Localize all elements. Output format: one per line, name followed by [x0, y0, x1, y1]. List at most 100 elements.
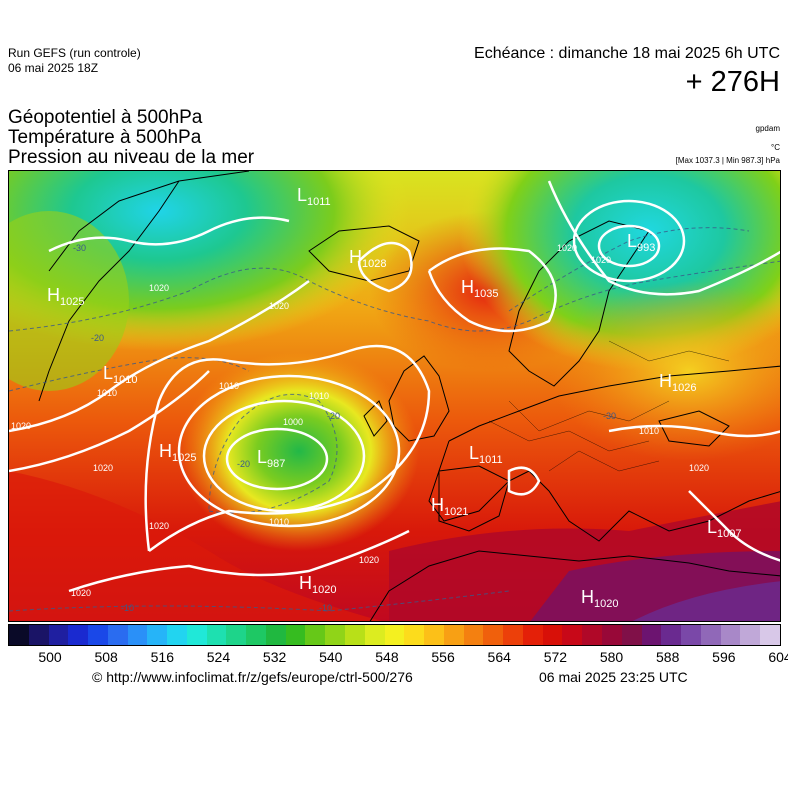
colorbar-cell	[483, 625, 504, 645]
isobar-label: 1020	[591, 255, 611, 265]
colorbar-cell	[601, 625, 622, 645]
colorbar-cell	[186, 625, 207, 645]
isobar-label: 1020	[149, 283, 169, 293]
colorbar-tick-label: 604	[768, 649, 788, 665]
credit-time: 06 mai 2025 23:25 UTC	[539, 669, 688, 685]
pressure-centre-L-1010: L1010	[103, 363, 138, 386]
isotherm-label: -20	[327, 411, 340, 421]
pressure-centre-H-1020: H1020	[581, 587, 618, 610]
colorbar-cell	[364, 625, 385, 645]
colorbar-cell	[463, 625, 484, 645]
colorbar-cell	[562, 625, 583, 645]
colorbar-cell	[265, 625, 286, 645]
pressure-minmax: [Max 1037.3 | Min 987.3] hPa	[675, 156, 780, 165]
isotherm-label: -20	[237, 459, 250, 469]
colorbar-cell	[681, 625, 701, 645]
colorbar-cell	[621, 625, 642, 645]
colorbar-tick-label: 508	[94, 649, 118, 665]
colorbar-cell	[720, 625, 741, 645]
run-name: Run GEFS (run controle)	[8, 46, 141, 60]
colorbar-tick-label: 540	[319, 649, 343, 665]
isobar-label: 1020	[359, 555, 379, 565]
colorbar-tick-label: 548	[375, 649, 399, 665]
isotherm-label: -30	[603, 411, 616, 421]
colorbar-tick-label: 500	[38, 649, 62, 665]
pressure-centre-H-1021: H1021	[431, 495, 468, 518]
unit-geopotential: gpdam	[755, 124, 780, 133]
credit-url: © http://www.infoclimat.fr/z/gefs/europe…	[92, 669, 413, 685]
colorbar-tick-label: 532	[262, 649, 287, 665]
colorbar-cell	[167, 625, 187, 645]
pressure-centre-H-1026: H1026	[659, 371, 696, 394]
colorbar-labels: 500 508 516 524 532 540 548 556 564 572 580 588 596 6…	[8, 649, 788, 665]
run-date: 06 mai 2025 18Z	[8, 61, 99, 75]
colorbar-tick-label: 564	[487, 649, 511, 665]
weather-map: L1011 H1025 H1028 H1035 L993 L1010 H1026 H1025 L…	[8, 170, 781, 622]
isobar-label: 1020	[557, 243, 577, 253]
colorbar-tick-label: 596	[712, 649, 736, 665]
isobar-label: 1020	[93, 463, 113, 473]
colorbar-cell	[443, 625, 464, 645]
pressure-centre-L-1011: L1011	[297, 185, 331, 208]
colorbar-cell	[68, 625, 89, 645]
isobar-label: 1010	[219, 381, 239, 391]
lead-time: + 276H	[685, 66, 780, 98]
isobar-label: 1020	[11, 421, 31, 431]
colorbar-cell	[206, 625, 227, 645]
colorbar-cell	[641, 625, 662, 645]
colorbar-cell	[424, 625, 444, 645]
pressure-centre-H-1025: H1025	[159, 441, 196, 464]
isobar-label: 1010	[309, 391, 329, 401]
unit-temperature: °C	[771, 143, 780, 152]
pressure-centre-H-1025: H1025	[47, 285, 84, 308]
isotherm-label: -10	[319, 603, 332, 613]
isobar-label: 1010	[97, 388, 117, 398]
valid-time: Echéance : dimanche 18 mai 2025 6h UTC	[474, 45, 780, 62]
colorbar-tick-label: 516	[150, 649, 174, 665]
isobar-label: 1020	[71, 588, 91, 598]
pressure-centre-H-1020: H1020	[299, 573, 336, 596]
colorbar-cell	[246, 625, 266, 645]
pressure-centre-L-987: L987	[257, 447, 285, 470]
isobar-label: 1020	[689, 463, 709, 473]
pressure-centre-L-993: L993	[627, 231, 655, 254]
colorbar-tick-label: 580	[599, 649, 624, 665]
title-temperature: Température à 500hPa	[8, 127, 202, 148]
colorbar-cell	[542, 625, 563, 645]
colorbar-cell	[28, 625, 49, 645]
colorbar-cell	[582, 625, 602, 645]
colorbar-cell	[147, 625, 168, 645]
colorbar-tick-label: 556	[431, 649, 455, 665]
isobar-label: 1000	[283, 417, 303, 427]
pressure-centre-L-1007: L1007	[707, 517, 742, 540]
colorbar-tick-label: 524	[206, 649, 231, 665]
title-pressure: Pression au niveau de la mer	[8, 147, 255, 168]
colorbar-cell	[740, 625, 761, 645]
colorbar-cell	[325, 625, 346, 645]
colorbar-cell	[503, 625, 523, 645]
isobar-label: 1010	[269, 517, 289, 527]
pressure-centre-L-1011: L1011	[469, 443, 503, 466]
pressure-centre-H-1028: H1028	[349, 247, 386, 270]
title-geopotential: Géopotentiel à 500hPa	[8, 107, 203, 128]
colorbar-cell	[9, 625, 29, 645]
colorbar-cell	[404, 625, 425, 645]
colorbar-cell	[226, 625, 247, 645]
colorbar-cell	[305, 625, 326, 645]
colorbar-cell	[700, 625, 721, 645]
isobar-label: 1020	[269, 301, 289, 311]
colorbar-cell	[107, 625, 128, 645]
colorbar-cell	[760, 625, 780, 645]
colorbar-cell	[285, 625, 306, 645]
isobar-label: 1010	[639, 426, 659, 436]
isobar-label: 1020	[149, 521, 169, 531]
colorbar-tick-label: 588	[656, 649, 680, 665]
isotherm-label: -30	[73, 243, 86, 253]
colorbar-cell	[88, 625, 108, 645]
colorbar-cell	[661, 625, 682, 645]
colorbar-cell	[127, 625, 148, 645]
colorbar-cell	[522, 625, 543, 645]
colorbar	[8, 624, 781, 646]
colorbar-cell	[48, 625, 69, 645]
pressure-centre-H-1035: H1035	[461, 277, 498, 300]
